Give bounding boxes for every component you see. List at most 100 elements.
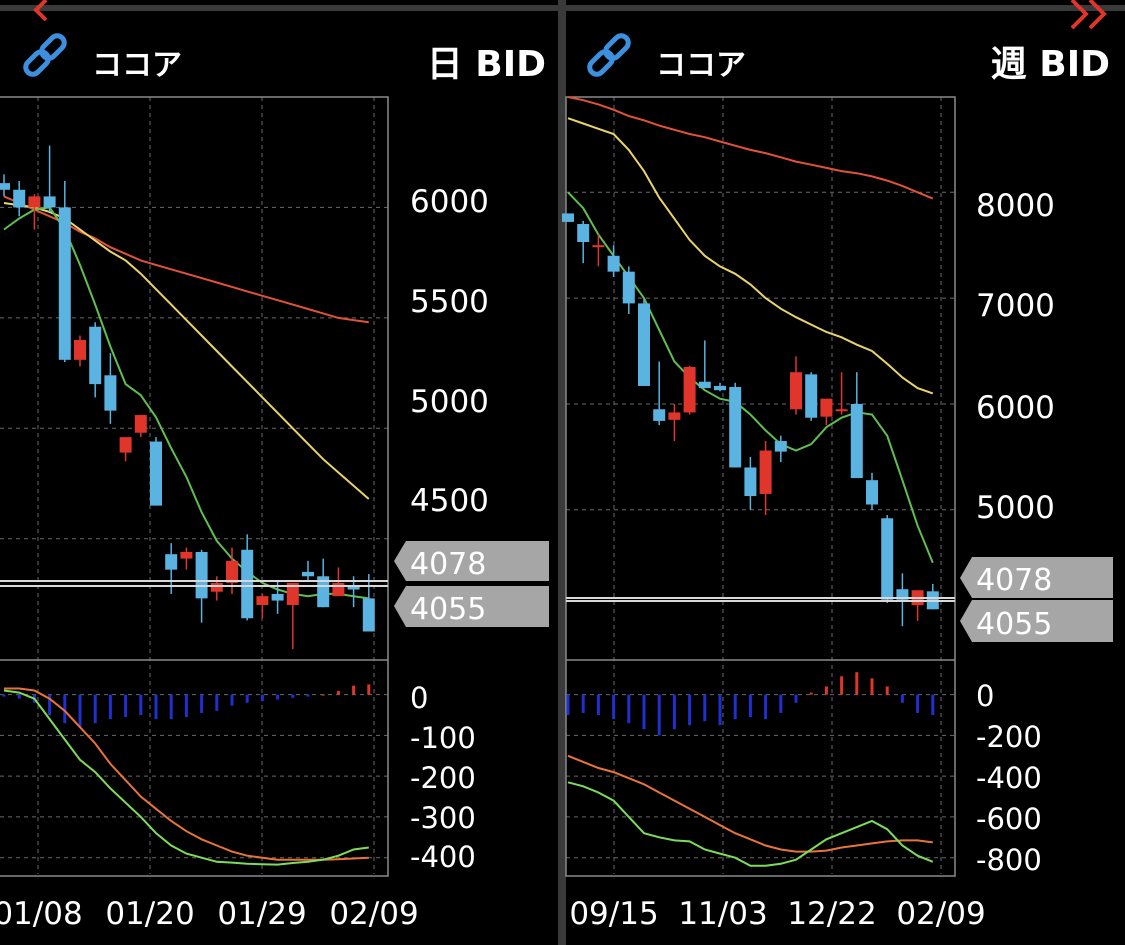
candle-body [774,441,787,452]
chart-frame [0,96,389,877]
candle [562,213,574,222]
candle [43,145,56,212]
double-chevron-right-icon[interactable] [1070,0,1107,30]
date-tick: 12/22 [787,896,876,932]
price-tick: 5000 [976,490,1055,526]
candle-body [150,441,162,506]
candle-body [362,598,375,632]
candle-body [607,255,620,272]
histogram-bar [657,694,661,736]
ma-long-line [567,96,934,200]
macd-axis-labels: 0 -100 -200 -300 -400 [410,681,476,874]
ma-mid-line [567,117,934,395]
timeframe-label: 日 BID [427,44,546,85]
histogram-bar [336,690,340,695]
candle [850,372,863,479]
histogram-bar [809,692,813,695]
histogram-bar [78,694,82,728]
macd-tick: -600 [976,802,1042,836]
price-tick: 6000 [410,184,489,220]
candle [790,356,802,415]
candle-body [134,415,147,433]
candle-body [850,403,863,479]
candle [317,558,330,608]
histogram-bar [855,672,859,695]
candlesticks [562,213,939,627]
price-tick: 5500 [410,284,489,320]
histogram-bar [703,694,707,722]
weekly-chart: 4078 4055 8000 7000 6000 5000 0 -200 -40… [562,96,1113,932]
candle [302,560,314,581]
candle-body [195,551,208,599]
candle-body [592,245,605,248]
price-tick: 5000 [410,384,489,420]
histogram-bar [184,694,188,718]
macd-histogram [566,672,935,736]
candle [759,441,772,516]
histogram-bar [840,676,844,695]
weekly-panel-header: ココア 週 BID [587,33,1110,85]
macd-tick: 0 [410,681,428,715]
svg-text:4055: 4055 [976,607,1052,642]
histogram-bar [642,694,646,730]
candle-body [698,381,711,389]
histogram-bar [870,678,874,695]
price-tag-4078: 4078 [394,541,549,582]
candle-body [622,271,635,304]
candle [104,353,117,424]
candle [744,456,757,510]
price-tick: 4500 [410,483,489,519]
macd-line [3,689,369,866]
candle-body [896,589,909,600]
candle-body [119,437,132,453]
ma-mid-line [3,202,370,500]
current-price-lines [566,597,955,602]
candle-body [805,374,818,418]
macd-tick: -400 [410,840,476,874]
candle [119,437,132,462]
candle-body [286,582,299,605]
svg-text:4078: 4078 [976,563,1052,598]
histogram-bar [688,694,692,726]
candle [577,220,590,264]
daily-panel-header: ココア 日 BID [23,33,546,85]
candle [0,174,10,197]
candle [911,590,924,621]
candle [638,298,650,386]
candle-body [210,582,223,592]
link-icon[interactable] [23,33,67,77]
histogram-bar [291,694,295,698]
moving-averages [3,195,370,600]
candle-body [653,409,666,421]
macd-line [567,781,934,867]
date-tick: 01/29 [217,896,306,932]
candle [805,372,818,421]
chevron-left-icon[interactable] [33,0,48,22]
symbol-label: ココア [656,48,746,83]
candle-body [226,560,238,583]
histogram-bar [154,694,158,720]
candle [774,435,787,463]
histogram-bar [733,694,737,720]
current-price-lines [0,580,388,587]
candle [150,437,162,506]
histogram-bar [596,694,600,715]
histogram-bar [93,694,97,724]
date-tick: 11/03 [678,896,767,932]
candle-body [256,596,269,605]
candle [926,583,939,610]
timeframe-label: 週 BID [991,44,1110,85]
panel-divider [558,0,566,945]
macd-grid [0,694,388,859]
candle-body [577,224,590,243]
candle [89,322,102,398]
candle-body [714,385,726,391]
candle-body [317,576,330,608]
candle [58,180,71,363]
macd-axis-labels: 0 -200 -400 -600 -800 [976,679,1042,877]
ma-short-line [3,206,369,600]
candle [683,365,696,415]
macd-tick: -200 [976,720,1042,754]
link-icon[interactable] [587,33,631,77]
histogram-bar [885,686,889,695]
